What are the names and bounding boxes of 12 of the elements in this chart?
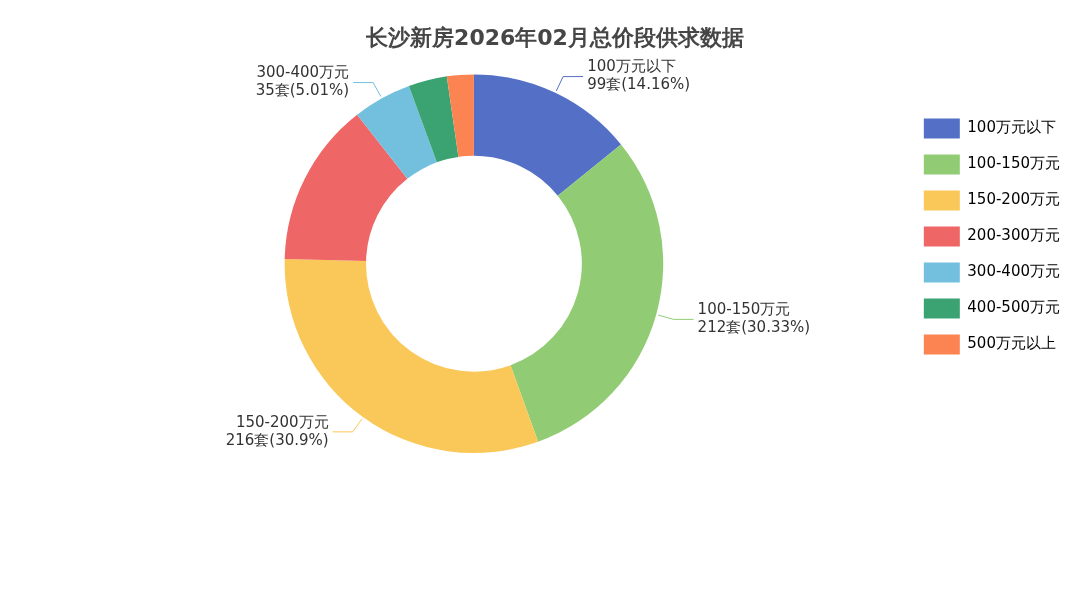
legend-label: 400-500万元: [967, 298, 1061, 317]
legend-label: 150-200万元: [967, 190, 1061, 209]
data-label: 300-400万元 35套(5.01%): [255, 63, 350, 100]
legend-label: 200-300万元: [967, 226, 1061, 245]
chart-title: 长沙新房2026年02月总价段供求数据: [365, 24, 744, 50]
legend-label: 300-400万元: [967, 262, 1061, 281]
data-label: 100-150万元 212套(30.33%): [697, 300, 811, 337]
legend-label: 500万元以上: [967, 334, 1056, 353]
legend-label: 100-150万元: [967, 154, 1061, 173]
legend-label: 100万元以下: [967, 118, 1056, 137]
data-label: 150-200万元 216套(30.9%): [225, 412, 329, 449]
data-label: 100万元以下 99套(14.16%): [587, 57, 691, 94]
